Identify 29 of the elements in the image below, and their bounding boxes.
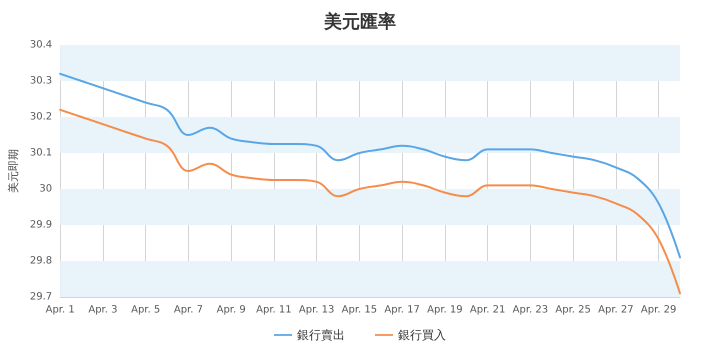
y-tick-label: 30.2 bbox=[30, 112, 52, 122]
y-tick-label: 30.4 bbox=[30, 40, 52, 50]
line-series bbox=[59, 72, 681, 258]
y-tick-label: 30 bbox=[39, 184, 52, 194]
x-tick-label: Apr. 7 bbox=[174, 304, 203, 316]
x-tick-label: Apr. 13 bbox=[298, 304, 334, 316]
x-tick-label: Apr. 19 bbox=[427, 304, 463, 316]
x-tick-label: Apr. 23 bbox=[512, 304, 548, 316]
chart-title: 美元匯率 bbox=[323, 12, 396, 32]
x-tick-label: Apr. 27 bbox=[598, 304, 634, 316]
y-tick-label: 30.1 bbox=[30, 148, 52, 158]
x-tick-label: Apr. 3 bbox=[88, 304, 118, 316]
line-series bbox=[59, 108, 681, 294]
x-tick-label: Apr. 21 bbox=[470, 304, 506, 316]
x-tick-label: Apr. 15 bbox=[342, 304, 378, 316]
x-tick-label: Apr. 1 bbox=[46, 304, 75, 316]
x-tick-label: Apr. 5 bbox=[131, 304, 160, 316]
x-tick-label: Apr. 11 bbox=[256, 304, 292, 316]
legend-label: 銀行賣出 bbox=[297, 328, 345, 342]
y-axis-title: 美元即期 bbox=[7, 149, 20, 193]
x-tick-label: Apr. 25 bbox=[555, 304, 591, 316]
y-tick-label: 29.9 bbox=[30, 220, 52, 230]
y-tick-label: 29.7 bbox=[30, 292, 52, 302]
y-tick-label: 30.3 bbox=[30, 76, 52, 86]
legend-label: 銀行買入 bbox=[398, 328, 446, 342]
y-tick-label: 29.8 bbox=[30, 256, 52, 266]
x-tick-label: Apr. 29 bbox=[640, 304, 676, 316]
x-tick-label: Apr. 9 bbox=[216, 304, 246, 316]
x-tick-label: Apr. 17 bbox=[384, 304, 420, 316]
